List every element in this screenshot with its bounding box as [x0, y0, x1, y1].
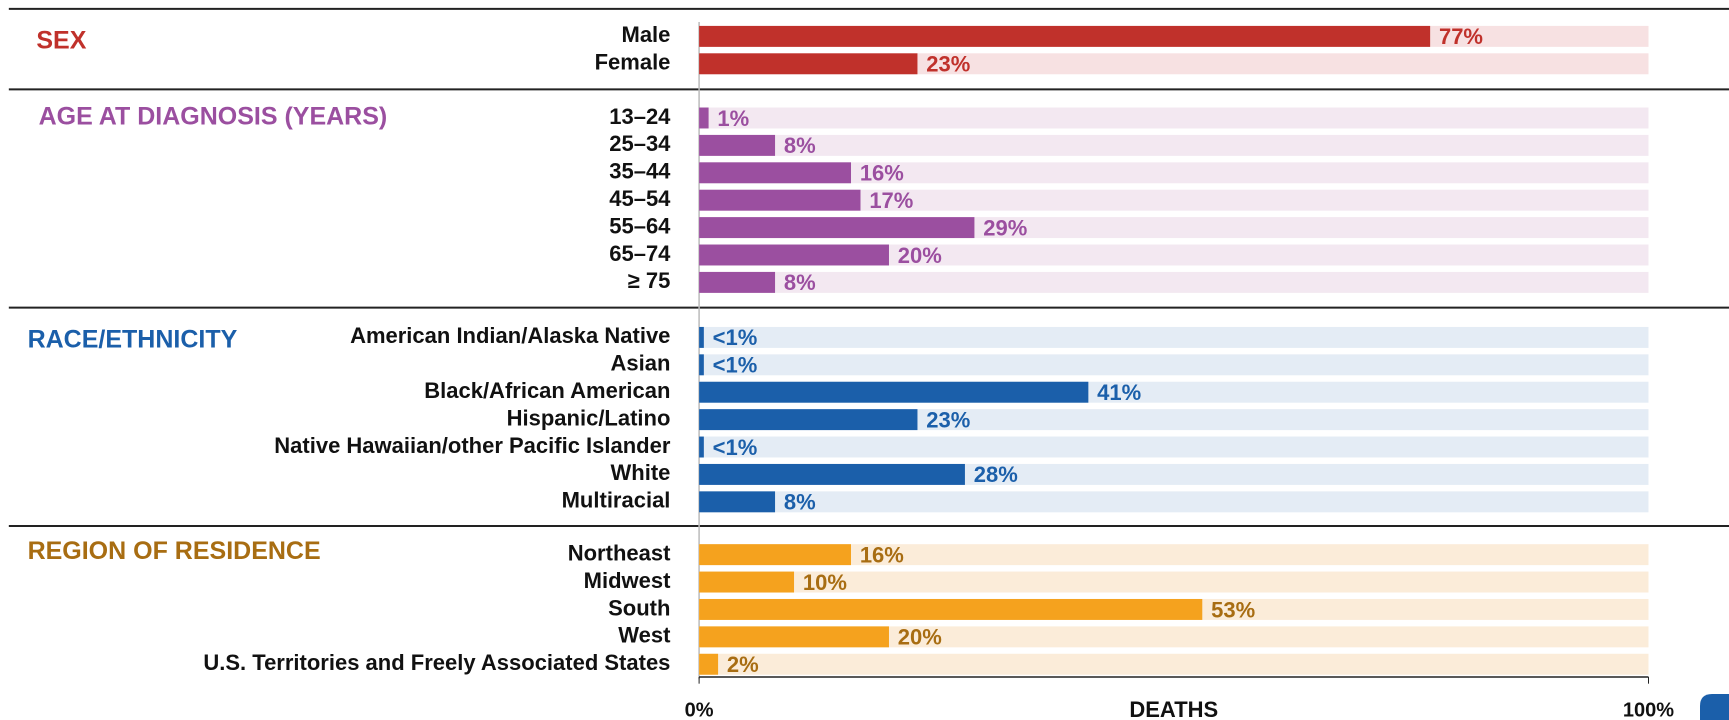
bar [699, 653, 719, 675]
bar [699, 217, 975, 239]
bar-track [699, 244, 1649, 266]
bar [699, 436, 704, 458]
value-label: 17% [869, 188, 913, 213]
category-label: Multiracial [562, 488, 671, 513]
category-label: ≥ 75 [628, 268, 671, 293]
bar-track [699, 189, 1649, 211]
category-label: West [618, 623, 671, 648]
category-label: Male [622, 22, 671, 47]
bar [699, 571, 795, 593]
group-title: AGE AT DIAGNOSIS (YEARS) [39, 103, 388, 131]
value-label: 8% [784, 133, 816, 158]
category-label: U.S. Territories and Freely Associated S… [203, 650, 670, 675]
value-label: 8% [784, 270, 816, 295]
category-label: Female [595, 50, 671, 75]
bar [699, 626, 889, 648]
category-label: American Indian/Alaska Native [350, 323, 670, 348]
bar [699, 244, 889, 266]
bar-track [699, 491, 1649, 513]
bar [699, 381, 1089, 403]
value-label: 1% [717, 106, 749, 131]
bar-track [699, 653, 1649, 675]
category-label: Midwest [584, 568, 671, 593]
value-label: 16% [860, 161, 904, 186]
value-label: <1% [713, 435, 758, 460]
bar-track [699, 409, 1649, 431]
category-label: 45–54 [609, 186, 671, 211]
bar [699, 544, 852, 566]
group-title: SEX [36, 27, 86, 55]
category-label: Asian [611, 351, 671, 376]
category-label: Native Hawaiian/other Pacific Islander [274, 433, 671, 458]
bar-track [699, 626, 1649, 648]
category-label: Northeast [568, 540, 671, 565]
bar [699, 354, 704, 376]
x-axis-label: DEATHS [1129, 697, 1218, 720]
category-label: 25–34 [609, 131, 671, 156]
bar-track [699, 134, 1649, 156]
bar-track [699, 544, 1649, 566]
category-label: 55–64 [609, 213, 671, 238]
value-label: <1% [713, 353, 758, 378]
value-label: 20% [898, 243, 942, 268]
value-label: 23% [926, 407, 970, 432]
category-label: 65–74 [609, 241, 671, 266]
bar [699, 463, 965, 485]
value-label: 16% [860, 542, 904, 567]
value-label: 53% [1211, 597, 1255, 622]
bar-track [699, 53, 1649, 75]
bar [699, 25, 1431, 47]
bar-track [699, 436, 1649, 458]
bar-track [699, 271, 1649, 293]
bar-track [699, 107, 1649, 129]
x-tick-label: 0% [685, 700, 714, 720]
value-label: 10% [803, 570, 847, 595]
bar [699, 491, 776, 513]
bar [699, 162, 852, 184]
bar-track [699, 354, 1649, 376]
bar [699, 598, 1203, 620]
bar [699, 134, 776, 156]
group-title: RACE/ETHNICITY [28, 325, 238, 353]
bar [699, 271, 776, 293]
bar-track [699, 571, 1649, 593]
value-label: 77% [1439, 24, 1483, 49]
category-label: White [611, 460, 671, 485]
value-label: 20% [898, 625, 942, 650]
group-title: REGION OF RESIDENCE [28, 537, 321, 565]
bar [699, 326, 704, 348]
bar [699, 189, 861, 211]
category-label: South [608, 595, 670, 620]
bar [699, 53, 918, 75]
category-label: Hispanic/Latino [507, 405, 671, 430]
bar [699, 409, 918, 431]
x-tick-label: 100% [1623, 700, 1674, 720]
value-label: 28% [974, 462, 1018, 487]
bar-track [699, 326, 1649, 348]
category-label: 35–44 [609, 159, 671, 184]
bar-track [699, 162, 1649, 184]
category-label: 13–24 [609, 104, 671, 129]
category-label: Black/African American [424, 378, 670, 403]
bar [699, 107, 709, 129]
corner-icon [1700, 694, 1729, 720]
value-label: 41% [1097, 380, 1141, 405]
value-label: 8% [784, 490, 816, 515]
value-label: 23% [926, 52, 970, 77]
value-label: <1% [713, 325, 758, 350]
value-label: 2% [727, 652, 759, 677]
value-label: 29% [983, 215, 1027, 240]
